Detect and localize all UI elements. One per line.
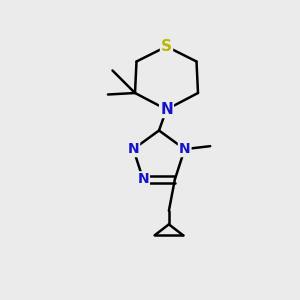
Text: N: N bbox=[160, 102, 173, 117]
Text: N: N bbox=[179, 142, 190, 156]
Text: N: N bbox=[137, 172, 149, 186]
Text: S: S bbox=[161, 39, 172, 54]
Text: N: N bbox=[128, 142, 139, 156]
